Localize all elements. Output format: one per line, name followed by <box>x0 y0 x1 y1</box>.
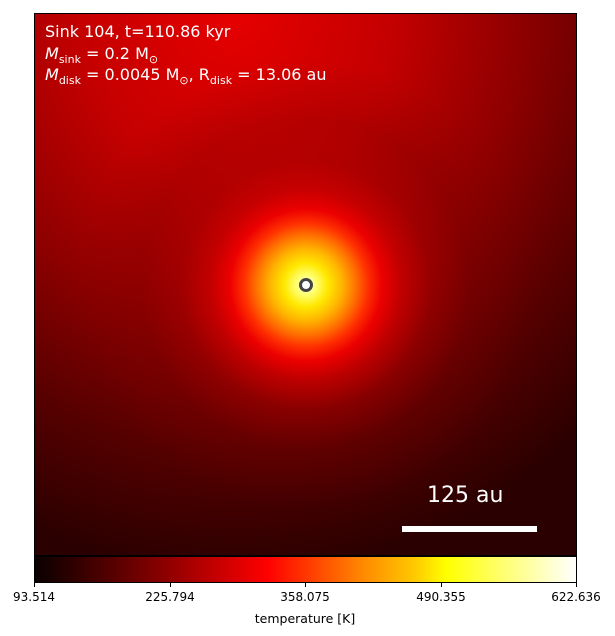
colorbar <box>34 556 577 583</box>
colorbar-label: temperature [K] <box>254 611 356 626</box>
colorbar-tick <box>305 583 306 587</box>
sink-mass-label: Msink = 0.2 M⊙ <box>45 44 159 67</box>
colorbar-tick <box>441 583 442 587</box>
temperature-map-panel: Sink 104, t=110.86 kyr Msink = 0.2 M⊙ Md… <box>34 13 577 556</box>
colorbar-tick-label: 225.794 <box>145 590 195 604</box>
colorbar-tick-label: 490.355 <box>416 590 466 604</box>
colorbar-tick-label: 358.075 <box>280 590 330 604</box>
colorbar-tick-label: 622.636 <box>551 590 601 604</box>
colorbar-tick <box>34 583 35 587</box>
scale-bar <box>402 526 537 532</box>
colorbar-tick <box>170 583 171 587</box>
colorbar-tick <box>576 583 577 587</box>
colorbar-tick-label: 93.514 <box>13 590 55 604</box>
disk-properties-label: Mdisk = 0.0045 M⊙, Rdisk = 13.06 au <box>45 65 327 88</box>
sink-time-label: Sink 104, t=110.86 kyr <box>45 22 231 41</box>
scale-bar-label: 125 au <box>427 483 504 508</box>
sink-particle-marker <box>299 278 313 292</box>
